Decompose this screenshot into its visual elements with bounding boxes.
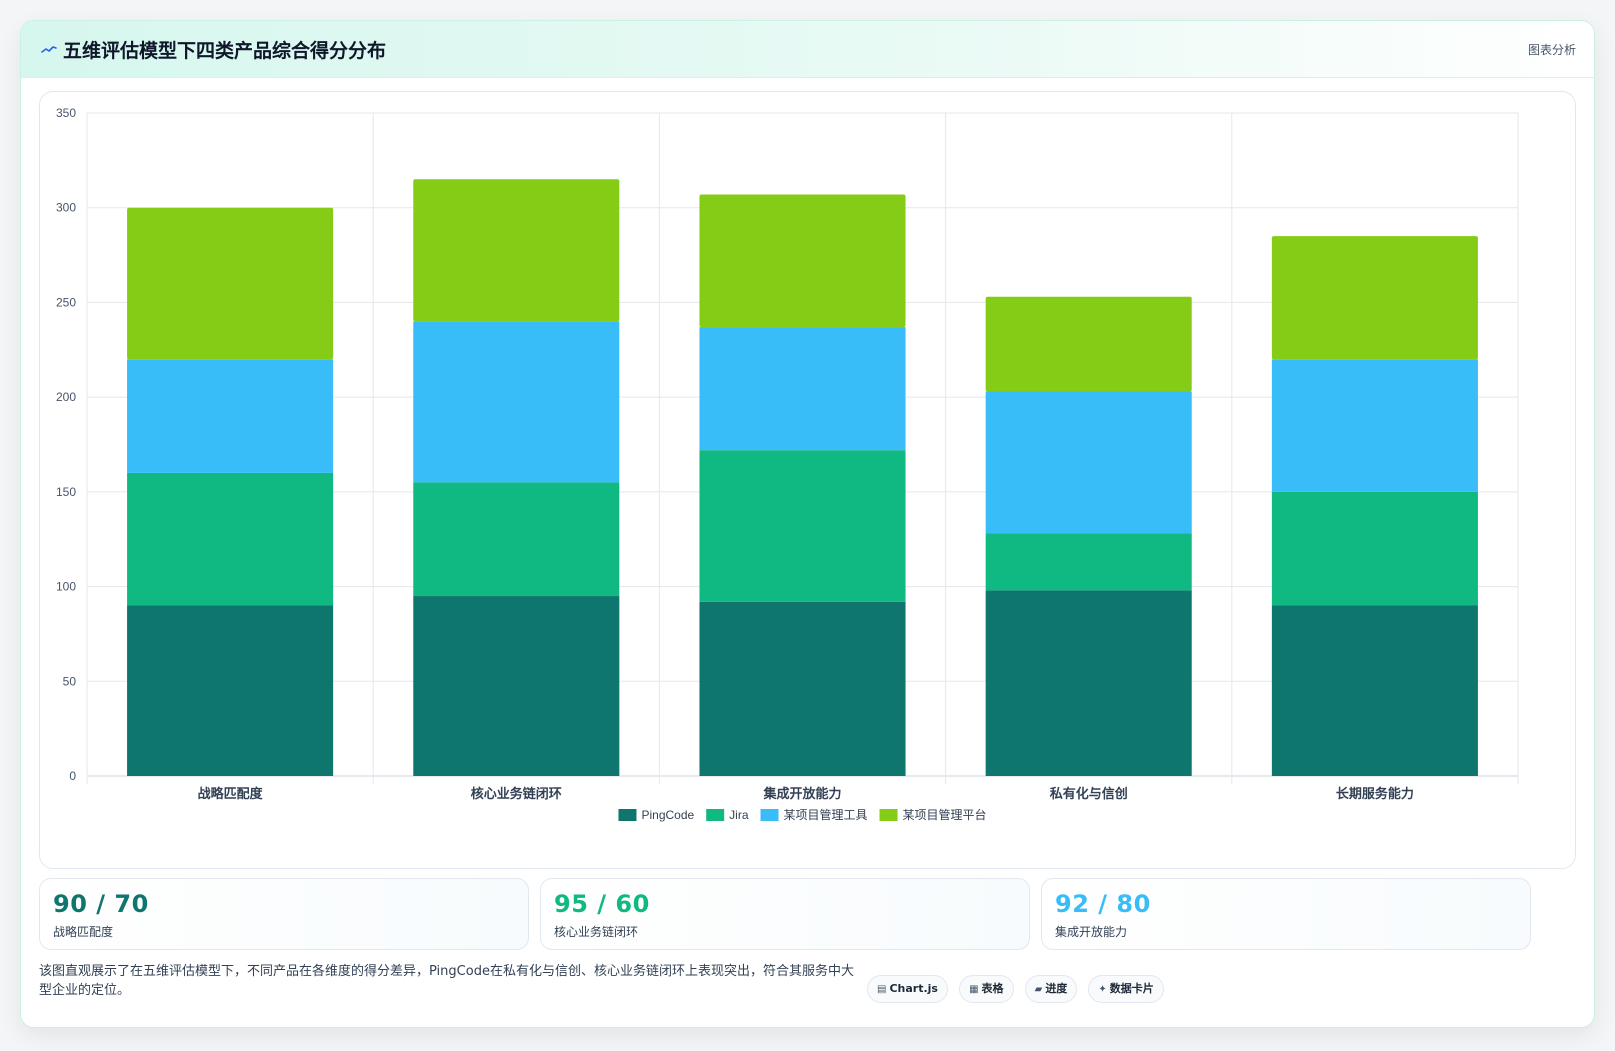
bar-segment xyxy=(985,590,1192,776)
y-tick-label: 350 xyxy=(56,106,76,120)
chart-icon: ▤ xyxy=(877,984,887,995)
legend-label: Jira xyxy=(729,808,749,822)
stacked-bar-chart: 0 50 100 150 200 250 300 350 战略匹配度 核心业务链闭环 集成开放能力 私… xyxy=(56,106,1519,822)
bar-segment xyxy=(985,296,1192,392)
chip-group: ▤ Chart.js ▦ 表格 ▰ 进度 ✦ 数据卡片 xyxy=(867,975,1170,1003)
bar-segment xyxy=(127,605,334,776)
stat-card: 95 / 60 核心业务链闭环 xyxy=(540,878,1030,950)
bar-segment xyxy=(1271,605,1478,776)
legend-label: 某项目管理工具 xyxy=(784,807,868,822)
chart-area: 0 50 100 150 200 250 300 350 战略匹配度 核心业务链闭环 集成开放能力 私… xyxy=(39,91,1576,869)
chart-analysis-tag: 图表分析 xyxy=(1527,43,1576,57)
bar-segment xyxy=(127,207,334,360)
bar-segment xyxy=(127,359,334,473)
bar-segment xyxy=(1271,359,1478,492)
x-tick-label: 集成开放能力 xyxy=(762,786,841,801)
chip-label: Chart.js xyxy=(889,982,938,995)
bar-segment xyxy=(413,179,620,322)
bar-segment xyxy=(985,533,1192,591)
bar-segment xyxy=(699,450,906,602)
chip-label: 进度 xyxy=(1045,982,1068,995)
legend-swatch xyxy=(879,809,898,821)
legend-label: 某项目管理平台 xyxy=(903,807,987,822)
x-tick-label: 私有化与信创 xyxy=(1050,786,1128,801)
chip-data-card[interactable]: ✦ 数据卡片 xyxy=(1088,975,1164,1003)
bar-segment xyxy=(1271,491,1478,606)
x-tick-label: 核心业务链闭环 xyxy=(471,786,562,801)
chart-description: 该图直观展示了在五维评估模型下，不同产品在各维度的得分差异，PingCode在私… xyxy=(39,964,854,998)
stat-value: 95 / 60 xyxy=(554,890,650,918)
bar-segment xyxy=(985,391,1192,534)
card-header: 五维评估模型下四类产品综合得分分布 图表分析 xyxy=(21,21,1594,78)
y-tick-label: 50 xyxy=(63,674,77,688)
chart-card: 五维评估模型下四类产品综合得分分布 图表分析 0 50 100 150 200 250 30… xyxy=(20,20,1595,1028)
y-tick-label: 250 xyxy=(56,295,76,309)
chip-progress[interactable]: ▰ 进度 xyxy=(1024,975,1078,1003)
stat-label: 战略匹配度 xyxy=(53,925,114,939)
legend-swatch xyxy=(618,809,637,821)
bar-segment xyxy=(699,601,906,776)
stat-card: 90 / 70 战略匹配度 xyxy=(39,878,529,950)
chip-table[interactable]: ▦ 表格 xyxy=(959,975,1014,1003)
bar-segment xyxy=(127,472,334,606)
y-tick-label: 300 xyxy=(56,201,76,215)
wave-icon xyxy=(41,46,57,53)
bar-segment xyxy=(1271,236,1478,360)
stat-label: 核心业务链闭环 xyxy=(554,925,639,939)
legend-swatch xyxy=(706,809,725,821)
stat-cards: 90 / 70 战略匹配度 95 / 60 核心业务链闭环 92 / 80 集成… xyxy=(39,878,1576,950)
chip-chartjs[interactable]: ▤ Chart.js xyxy=(867,975,948,1003)
chip-label: 数据卡片 xyxy=(1109,982,1154,995)
progress-icon: ▰ xyxy=(1034,984,1043,995)
x-tick-label: 长期服务能力 xyxy=(1336,786,1414,801)
stat-label: 集成开放能力 xyxy=(1055,925,1128,939)
y-tick-label: 150 xyxy=(56,485,76,499)
chip-label: 表格 xyxy=(981,982,1004,995)
stat-value: 92 / 80 xyxy=(1055,890,1151,918)
table-icon: ▦ xyxy=(969,984,979,995)
stat-value: 90 / 70 xyxy=(53,890,149,918)
bar-segment xyxy=(413,596,620,776)
x-tick-label: 战略匹配度 xyxy=(198,786,264,801)
y-tick-label: 200 xyxy=(56,390,76,404)
sparkle-icon: ✦ xyxy=(1098,984,1107,995)
chart-title: 五维评估模型下四类产品综合得分分布 xyxy=(63,40,387,62)
bar-segment xyxy=(413,321,620,483)
y-tick-label: 100 xyxy=(56,580,76,594)
y-tick-label: 0 xyxy=(69,769,76,783)
legend-label: PingCode xyxy=(641,808,694,822)
bar-segment xyxy=(413,482,620,597)
legend-swatch xyxy=(760,809,779,821)
bar-segment xyxy=(699,194,906,328)
stat-card: 92 / 80 集成开放能力 xyxy=(1041,878,1531,950)
bar-segment xyxy=(699,327,906,451)
